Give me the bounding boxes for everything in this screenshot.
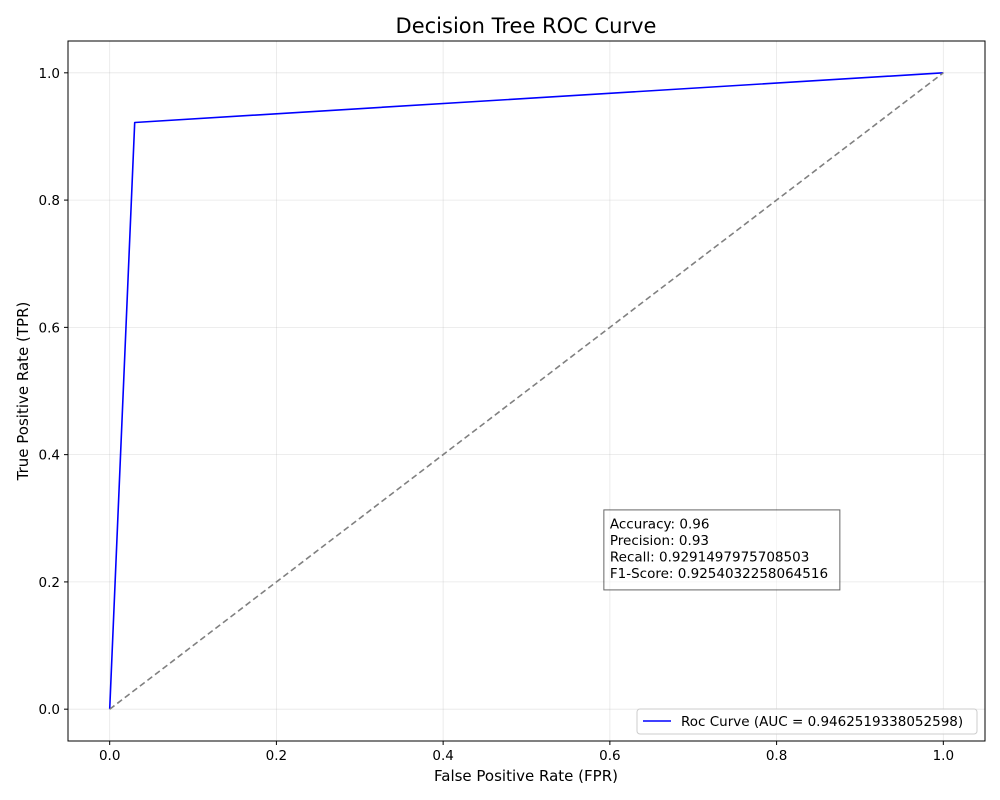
roc-curve-line	[108, 72, 944, 710]
axes-frame	[67, 40, 986, 742]
plot-series	[108, 72, 944, 710]
y-tick-label: 1.0	[39, 66, 60, 82]
legend-box	[636, 708, 978, 735]
metrics-box	[603, 509, 841, 591]
legend: Roc Curve (AUC = 0.9462519338052598)	[636, 708, 978, 735]
metrics-line-1: Precision: 0.93	[610, 533, 709, 549]
y-tick-label: 0.4	[39, 448, 60, 464]
y-tick-label: 0.6	[39, 320, 60, 336]
x-tick-label: 0.8	[766, 748, 787, 764]
metrics-line-0: Accuracy: 0.96	[610, 516, 710, 532]
y-tick-label: 0.0	[39, 702, 60, 718]
legend-label: Roc Curve (AUC = 0.9462519338052598)	[681, 714, 963, 730]
x-tick-label: 0.4	[432, 748, 453, 764]
x-tick-label: 0.6	[599, 748, 620, 764]
x-tick-label: 0.2	[266, 748, 287, 764]
grid-lines	[68, 41, 985, 741]
metrics-line-3: F1-Score: 0.9254032258064516	[610, 566, 828, 582]
chart-title: Decision Tree ROC Curve	[396, 14, 657, 38]
metrics-line-2: Recall: 0.9291497975708503	[610, 549, 809, 565]
y-tick-label: 0.2	[39, 575, 60, 591]
axis-ticks: 0.0 0.2 0.4 0.6 0.8 1.0 0.0 0.2 0.4 0.6 0.8 1.0	[39, 66, 955, 764]
y-tick-label: 0.8	[39, 193, 60, 209]
x-axis-label: False Positive Rate (FPR)	[434, 767, 618, 785]
x-tick-label: 0.0	[99, 748, 120, 764]
y-axis-label: True Positive Rate (TPR)	[14, 302, 32, 482]
reference-diagonal-line	[109, 72, 944, 710]
x-tick-label: 1.0	[933, 748, 954, 764]
